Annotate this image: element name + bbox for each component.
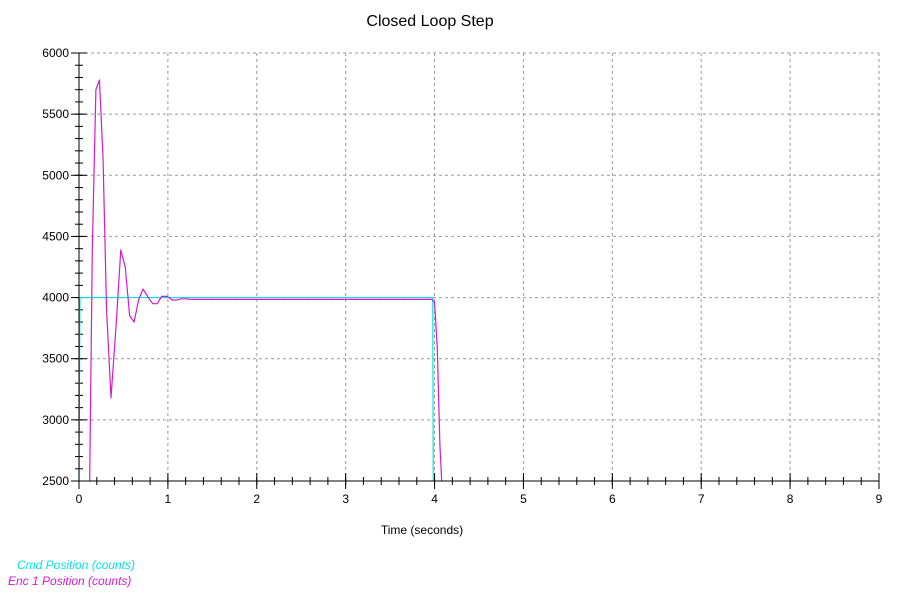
x-tick-label: 8 bbox=[787, 492, 794, 506]
x-tick-labels: 0 1 2 3 4 5 6 7 8 9 bbox=[76, 492, 883, 506]
x-tick-label: 6 bbox=[609, 492, 616, 506]
x-axis-label: Time (seconds) bbox=[381, 523, 463, 537]
x-tick-label: 3 bbox=[342, 492, 349, 506]
y-tick-label: 4000 bbox=[42, 291, 69, 305]
y-tick-label: 4500 bbox=[42, 229, 69, 243]
x-tick-label: 4 bbox=[431, 492, 438, 506]
y-tick-label: 2500 bbox=[42, 474, 69, 488]
x-tick-label: 0 bbox=[76, 492, 83, 506]
y-tick-label: 5500 bbox=[42, 107, 69, 121]
y-tick-label: 3000 bbox=[42, 413, 69, 427]
x-tick-label: 5 bbox=[520, 492, 527, 506]
y-tick-label: 6000 bbox=[42, 46, 69, 60]
legend-entry-cmd-position: Cmd Position (counts) bbox=[17, 558, 136, 572]
legend-entry-enc-1-position: Enc 1 Position (counts) bbox=[8, 574, 132, 588]
x-tick-label: 2 bbox=[253, 492, 260, 506]
y-tick-label: 5000 bbox=[42, 168, 69, 182]
x-tick-label: 1 bbox=[165, 492, 172, 506]
y-tick-labels: 2500 3000 3500 4000 4500 5000 5500 6000 bbox=[42, 46, 69, 488]
chart-title: Closed Loop Step bbox=[366, 13, 493, 30]
y-tick-label: 3500 bbox=[42, 352, 69, 366]
x-tick-label: 7 bbox=[698, 492, 705, 506]
series-line-enc-1-position bbox=[89, 79, 443, 482]
x-tick-label: 9 bbox=[876, 492, 883, 506]
plot-area bbox=[79, 53, 879, 481]
